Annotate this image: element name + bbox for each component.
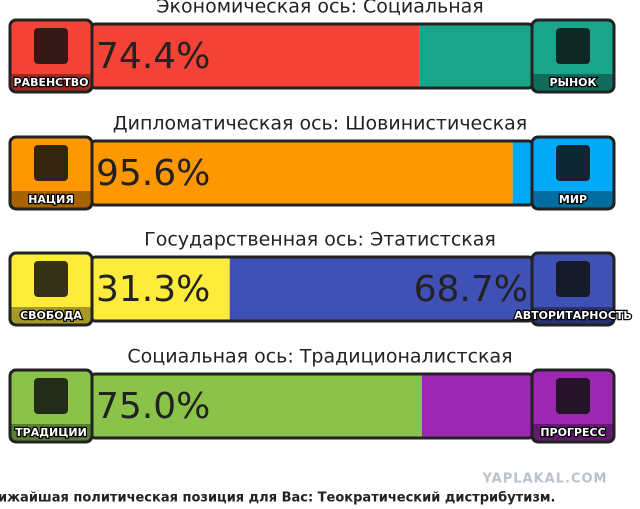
icon-glyph [556, 261, 590, 297]
bar-segment [92, 141, 513, 205]
value-label: 75.0% [96, 386, 210, 427]
icon-strip [11, 424, 91, 441]
watermark: YAPLAKAL.COM [482, 472, 608, 487]
icon-strip [533, 424, 613, 441]
icon-glyph [34, 28, 68, 64]
value-label: 74.4% [96, 36, 210, 77]
axis-title: Социальная ось: Традиционалистская [127, 346, 512, 368]
icon-label: ТРАДИЦИИ [15, 426, 87, 439]
icon-glyph [556, 145, 590, 181]
axis-title: Экономическая ось: Социальная [156, 0, 483, 18]
icon-label: ПРОГРЕСС [540, 426, 605, 439]
bar-segment [229, 257, 532, 321]
icon-glyph [556, 378, 590, 414]
bar-segment [419, 24, 532, 88]
icon-strip [533, 307, 613, 324]
bar-segment [512, 141, 532, 205]
icon-strip [11, 191, 91, 208]
bar-segment [92, 257, 230, 321]
icon-label: АВТОРИТАРНОСТЬ [514, 309, 632, 322]
bar-segment [422, 374, 532, 438]
icon-strip [11, 307, 91, 324]
icon-label: РЫНОК [549, 76, 596, 89]
value-label: 31.3% [96, 269, 210, 310]
icon-label: МИР [559, 193, 587, 206]
axis-title: Государственная ось: Этатистская [144, 229, 496, 251]
icon-glyph [556, 28, 590, 64]
icon-glyph [34, 261, 68, 297]
icon-label: РАВЕНСТВО [14, 76, 89, 89]
icon-glyph [34, 145, 68, 181]
icon-strip [533, 191, 613, 208]
icon-strip [11, 74, 91, 91]
axis-title: Дипломатическая ось: Шовинистическая [113, 113, 527, 135]
bar-segment [92, 374, 422, 438]
bar-segment [92, 24, 420, 88]
value-label: 68.7% [414, 269, 528, 310]
footer-text: ижайшая политическая позиция для Вас: Те… [0, 491, 555, 506]
icon-label: НАЦИЯ [28, 193, 74, 206]
icon-glyph [34, 378, 68, 414]
icon-strip [533, 74, 613, 91]
icon-label: СВОБОДА [20, 309, 82, 322]
value-label: 95.6% [96, 153, 210, 194]
